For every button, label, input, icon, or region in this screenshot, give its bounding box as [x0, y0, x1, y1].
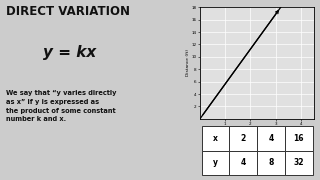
Text: 8: 8	[268, 158, 274, 167]
FancyBboxPatch shape	[202, 126, 229, 151]
FancyBboxPatch shape	[229, 126, 257, 151]
Text: y: y	[213, 158, 218, 167]
Y-axis label: Distance (ft): Distance (ft)	[186, 50, 190, 76]
Text: DIRECT VARIATION: DIRECT VARIATION	[6, 5, 130, 18]
Text: 32: 32	[293, 158, 304, 167]
Text: y = kx: y = kx	[43, 45, 97, 60]
FancyBboxPatch shape	[285, 151, 313, 175]
Text: x: x	[213, 134, 218, 143]
Text: 4: 4	[241, 158, 246, 167]
FancyBboxPatch shape	[257, 126, 285, 151]
FancyBboxPatch shape	[285, 126, 313, 151]
FancyBboxPatch shape	[229, 151, 257, 175]
Text: 2: 2	[241, 134, 246, 143]
FancyBboxPatch shape	[202, 151, 229, 175]
Text: We say that “y varies directly
as x” if y is expressed as
the product of some co: We say that “y varies directly as x” if …	[6, 90, 116, 122]
FancyBboxPatch shape	[257, 151, 285, 175]
Text: 4: 4	[268, 134, 274, 143]
X-axis label: Time (min): Time (min)	[245, 127, 268, 131]
Text: 16: 16	[293, 134, 304, 143]
